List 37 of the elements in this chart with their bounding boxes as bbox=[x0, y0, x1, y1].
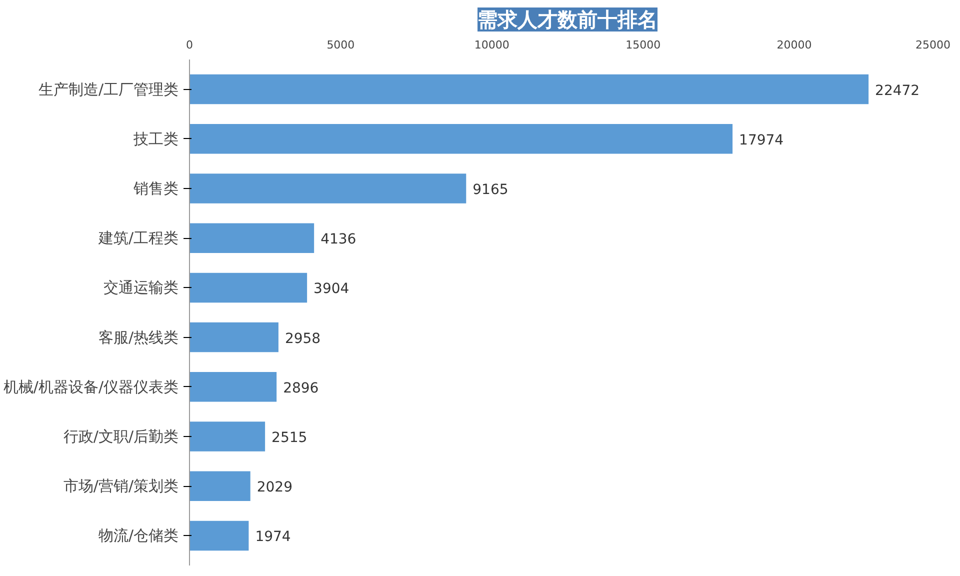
y-tick-label: 行政/文职/后勤类 bbox=[63, 428, 178, 446]
x-tick-label: 5000 bbox=[326, 38, 355, 52]
y-tick-label: 交通运输类 bbox=[104, 278, 178, 297]
data-label: 17974 bbox=[739, 132, 784, 148]
data-label: 3904 bbox=[314, 281, 350, 298]
bar bbox=[190, 520, 250, 552]
data-label: 2896 bbox=[283, 380, 319, 396]
x-tick-label: 15000 bbox=[626, 38, 661, 52]
bar bbox=[190, 122, 734, 155]
x-tick-label: 0 bbox=[186, 38, 193, 52]
data-label: 2958 bbox=[284, 330, 321, 347]
data-label: 4136 bbox=[320, 232, 356, 248]
y-tick-label: 技工类 bbox=[132, 130, 178, 148]
bar bbox=[190, 420, 266, 452]
bar bbox=[190, 371, 278, 403]
bar bbox=[190, 73, 870, 106]
x-tick-label: 25000 bbox=[916, 38, 951, 52]
data-label: 2029 bbox=[256, 480, 292, 496]
y-tick-label: 建筑/工程类 bbox=[97, 229, 179, 248]
data-label: 22472 bbox=[875, 82, 920, 99]
bar bbox=[190, 172, 468, 204]
y-tick-label: 市场/营销/策划类 bbox=[63, 477, 178, 496]
data-label: 9165 bbox=[472, 182, 508, 198]
y-tick-label: 生产制造/工厂管理类 bbox=[38, 80, 179, 98]
x-tick-label: 20000 bbox=[776, 38, 812, 52]
y-tick-label: 机械/机器设备/仪器仪表类 bbox=[3, 378, 178, 396]
data-label: 2515 bbox=[272, 430, 308, 446]
bar bbox=[190, 222, 316, 254]
data-label: 1974 bbox=[255, 529, 291, 546]
bar bbox=[190, 272, 308, 304]
y-tick-label: 销售类 bbox=[132, 179, 178, 198]
y-tick-label: 客服/热线类 bbox=[98, 328, 179, 346]
chart-title: 需求人才数前十排名 bbox=[478, 8, 658, 32]
x-tick-label: 10000 bbox=[474, 38, 510, 52]
bar bbox=[190, 321, 280, 354]
y-tick-label: 物流/仓储类 bbox=[98, 526, 179, 545]
bar bbox=[190, 470, 252, 502]
